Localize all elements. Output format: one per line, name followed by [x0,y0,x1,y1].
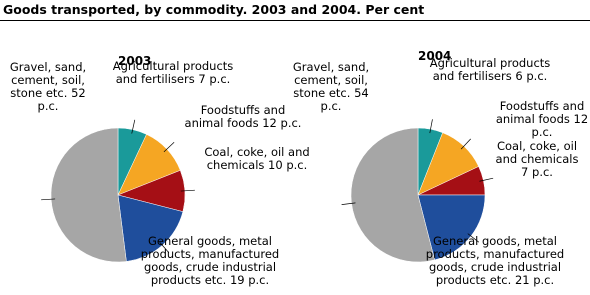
category-label: General goods, metal products, manufactu… [425,234,565,287]
value-label: 10 p.c. [268,158,308,172]
pie-title: 2004 [418,49,452,63]
slice-label: General goods, metal products, manufactu… [120,235,300,287]
category-label: Agricultural products and fertilisers [429,56,551,83]
leader-line [479,177,494,182]
pie-title: 2003 [118,54,152,68]
leader-line [41,198,56,201]
category-label: Gravel, sand, cement, soil, stone etc. [9,60,87,100]
leader-line [159,242,170,253]
slice-label: Foodstuffs and animal foods 12 p.c. [183,104,303,130]
category-label: Foodstuffs and animal foods [184,103,286,130]
category-label: Coal, coke, oil and chemicals [204,145,310,172]
value-label: 12 p.c. [531,112,589,139]
slice-label: Gravel, sand, cement, soil, stone etc. 5… [2,61,94,113]
leader-line [429,119,433,134]
value-label: 52 p.c. [37,86,86,113]
category-label: Coal, coke, oil and chemicals [495,139,579,166]
category-label: Foodstuffs and animal foods [495,99,585,126]
category-label: General goods, metal products, manufactu… [140,234,280,287]
leader-line [460,138,471,150]
value-label: 54 p.c. [320,86,369,113]
slice-label: Agricultural products and fertilisers 6 … [425,57,555,83]
pie-slice [50,127,127,263]
chart-title: Goods transported, by commodity. 2003 an… [3,2,425,17]
leader-line [180,189,195,192]
slice-label: Foodstuffs and animal foods 12 p.c. [492,100,590,139]
value-label: 21 p.c. [514,273,555,287]
value-label: 12 p.c. [262,116,302,130]
category-label: Agricultural products and fertilisers [112,59,234,86]
leader-line [341,202,356,205]
leader-line [467,233,480,243]
leader-line [163,142,175,153]
slice-label: Agricultural products and fertilisers 7 … [108,60,238,86]
slice-label: Coal, coke, oil and chemicals 7 p.c. [492,140,582,179]
category-label: Gravel, sand, cement, soil, stone etc. [292,60,370,100]
value-label: 19 p.c. [229,273,270,287]
value-label: 7 p.c. [198,72,231,86]
value-label: 7 p.c. [521,165,553,179]
leader-line [131,119,136,134]
value-label: 6 p.c. [515,69,548,83]
slice-label: Coal, coke, oil and chemicals 10 p.c. [192,146,322,172]
slice-label: Gravel, sand, cement, soil, stone etc. 5… [285,61,377,113]
slice-label: General goods, metal products, manufactu… [405,235,585,287]
